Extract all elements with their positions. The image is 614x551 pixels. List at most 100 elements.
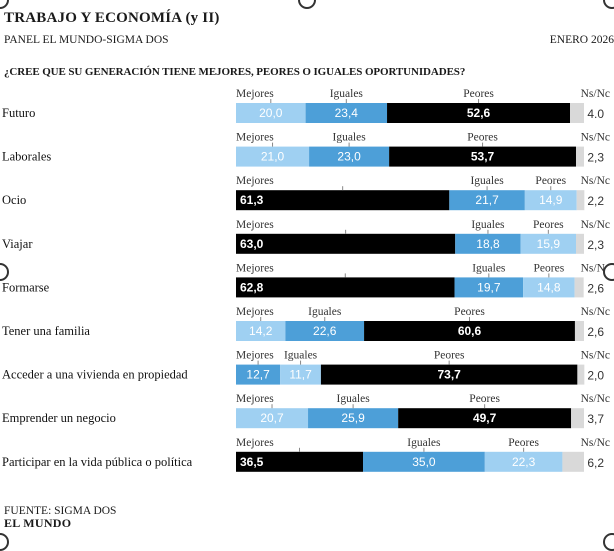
series-header-futuro-mejores: Mejores [236,88,274,100]
series-header-formarse-iguales: Iguales [472,262,506,274]
chart-title: TRABAJO Y ECONOMÍA (y II) [4,10,220,26]
series-header-acceder-a-una-vivienda-en-propiedad-nsnc: Ns/Nc [581,350,610,362]
series-header-tener-una-familia-mejores: Mejores [236,306,274,318]
frame-corner-circle-bottom-right [603,533,614,551]
bar-segment-ocio-peores [524,190,577,211]
series-header-acceder-a-una-vivienda-en-propiedad-iguales: Iguales [284,350,318,362]
value-label-viajar-mejores: 63,0 [240,237,264,251]
row-label-viajar: Viajar [2,237,33,251]
bar-segment-formarse-nsnc [574,277,584,298]
value-label-tener-una-familia-nsnc: 2,6 [587,325,604,339]
value-label-formarse-iguales: 19,7 [477,280,501,294]
bar-segment-acceder-a-una-vivienda-en-propiedad-mejores [236,364,281,385]
value-label-acceder-a-una-vivienda-en-propiedad-mejores: 12,7 [246,368,270,382]
value-label-participar-en-la-vida-publica-o-politica-mejores: 36,5 [240,455,264,469]
frame-side-circle-right [603,263,614,281]
bar-segment-acceder-a-una-vivienda-en-propiedad-nsnc [577,364,585,385]
value-label-participar-en-la-vida-publica-o-politica-iguales: 35,0 [412,455,436,469]
row-label-acceder-a-una-vivienda-en-propiedad: Acceder a una vivienda en propiedad [2,368,188,382]
value-label-acceder-a-una-vivienda-en-propiedad-peores: 73,7 [437,368,461,382]
series-header-laborales-iguales: Iguales [332,132,366,144]
series-header-emprender-un-negocio-mejores: Mejores [236,393,274,405]
series-header-viajar-nsnc: Ns/Nc [581,219,610,231]
value-label-acceder-a-una-vivienda-en-propiedad-iguales: 11,7 [289,368,312,382]
row-label-tener-una-familia: Tener una familia [2,324,90,338]
value-label-futuro-iguales: 23,4 [335,106,359,120]
bar-segment-emprender-un-negocio-peores [398,408,572,429]
bar-segment-laborales-nsnc [575,146,584,167]
series-header-viajar-mejores: Mejores [236,219,274,231]
value-label-laborales-iguales: 23,0 [337,150,361,164]
bar-segment-ocio-nsnc [576,190,585,211]
series-header-emprender-un-negocio-iguales: Iguales [336,393,370,405]
series-header-emprender-un-negocio-peores: Peores [469,393,500,405]
bar-segment-viajar-iguales [455,233,521,254]
value-label-emprender-un-negocio-mejores: 20,7 [260,411,284,425]
series-header-participar-en-la-vida-publica-o-politica-nsnc: Ns/Nc [581,437,610,449]
bar-segment-laborales-mejores [236,146,310,167]
value-label-tener-una-familia-mejores: 14,2 [249,324,273,338]
series-header-tener-una-familia-peores: Peores [454,306,485,318]
bar-segment-futuro-mejores [236,103,306,123]
bar-segment-futuro-iguales [305,103,388,123]
value-label-participar-en-la-vida-publica-o-politica-nsnc: 6,2 [587,456,604,470]
row-label-laborales: Laborales [2,150,51,164]
value-label-ocio-peores: 14,9 [539,193,563,207]
value-label-laborales-peores: 53,7 [471,150,495,164]
bar-segment-tener-una-familia-iguales [285,321,365,341]
series-header-emprender-un-negocio-nsnc: Ns/Nc [581,393,610,405]
value-label-viajar-peores: 15,9 [537,237,561,251]
row-label-futuro: Futuro [2,106,35,120]
bar-segment-laborales-peores [389,146,576,167]
chart-date: ENERO 2026 [549,34,614,46]
value-label-ocio-nsnc: 2,2 [587,194,604,208]
value-label-formarse-mejores: 62,8 [240,280,264,294]
series-header-participar-en-la-vida-publica-o-politica-peores: Peores [508,437,539,449]
series-header-ocio-iguales: Iguales [470,175,504,187]
series-header-tener-una-familia-iguales: Iguales [308,306,342,318]
bar-segment-emprender-un-negocio-nsnc [571,408,584,429]
series-header-viajar-iguales: Iguales [471,219,505,231]
bar-segment-acceder-a-una-vivienda-en-propiedad-iguales [280,364,321,385]
series-header-ocio-mejores: Mejores [236,175,274,187]
chart-subtitle: PANEL EL MUNDO-SIGMA DOS [4,34,169,46]
source-note: FUENTE: SIGMA DOS [4,505,117,517]
series-header-laborales-nsnc: Ns/Nc [581,132,610,144]
brand-logo: EL MUNDO [4,516,72,530]
value-label-futuro-mejores: 20,0 [259,106,283,120]
bar-segment-participar-en-la-vida-publica-o-politica-nsnc [562,451,584,472]
bar-segment-formarse-mejores [236,277,455,298]
series-header-ocio-peores: Peores [535,175,566,187]
bar-segment-acceder-a-una-vivienda-en-propiedad-peores [320,364,578,385]
value-label-laborales-nsnc: 2,3 [587,151,604,165]
value-label-tener-una-familia-iguales: 22,6 [313,324,337,338]
value-label-emprender-un-negocio-peores: 49,7 [473,411,497,425]
bar-segment-ocio-mejores [236,190,450,211]
bar-segment-tener-una-familia-mejores [236,321,286,341]
value-label-emprender-un-negocio-nsnc: 3,7 [587,412,604,426]
survey-question: ¿CREE QUE SU GENERACIÓN TIENE MEJORES, P… [4,66,466,78]
series-header-laborales-peores: Peores [467,132,498,144]
bar-segment-tener-una-familia-nsnc [574,321,584,341]
bar-segment-viajar-mejores [236,233,456,254]
bar-segment-participar-en-la-vida-publica-o-politica-mejores [236,451,364,472]
series-header-formarse-nsnc: Ns/Nc [581,262,610,274]
bar-segment-laborales-iguales [309,146,390,167]
series-header-futuro-iguales: Iguales [330,88,364,100]
series-header-ocio-nsnc: Ns/Nc [581,175,610,187]
series-header-participar-en-la-vida-publica-o-politica-iguales: Iguales [407,437,441,449]
row-label-emprender-un-negocio: Emprender un negocio [2,411,116,425]
bar-segment-futuro-peores [387,103,571,123]
series-header-formarse-peores: Peores [534,262,565,274]
bar-segment-viajar-nsnc [575,233,584,254]
series-header-acceder-a-una-vivienda-en-propiedad-peores: Peores [434,350,465,362]
series-header-tener-una-familia-nsnc: Ns/Nc [581,306,610,318]
bar-segment-futuro-nsnc [570,103,584,123]
bar-segment-viajar-peores [520,233,576,254]
series-header-acceder-a-una-vivienda-en-propiedad-mejores: Mejores [236,350,274,362]
series-header-participar-en-la-vida-publica-o-politica-mejores: Mejores [236,437,274,449]
value-label-viajar-nsnc: 2,3 [587,238,604,252]
bar-segment-emprender-un-negocio-iguales [308,408,399,429]
